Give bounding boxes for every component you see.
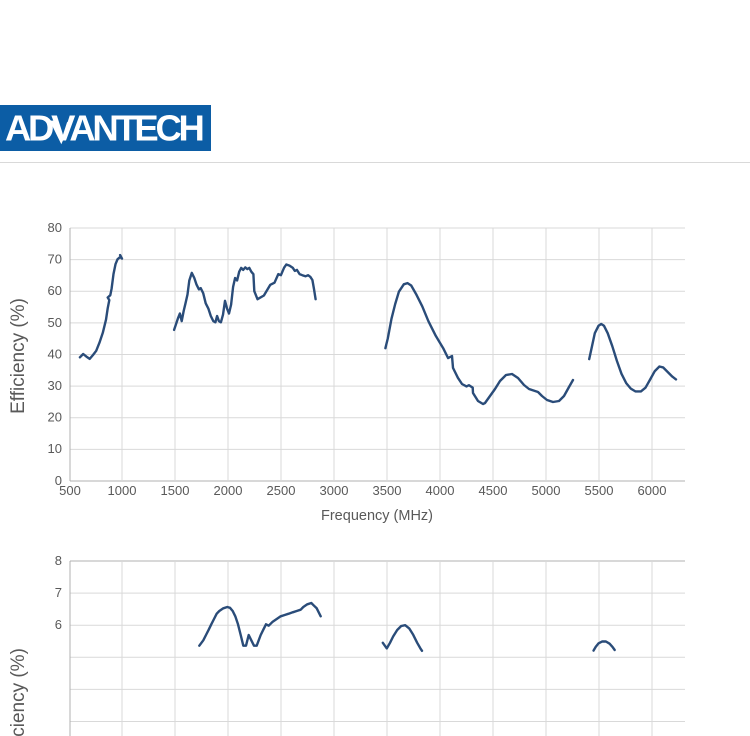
svg-text:6: 6 — [55, 617, 62, 632]
svg-text:2500: 2500 — [267, 483, 296, 498]
svg-text:50: 50 — [48, 315, 62, 330]
svg-text:10: 10 — [48, 441, 62, 456]
svg-text:6000: 6000 — [638, 483, 667, 498]
svg-text:Frequency (MHz): Frequency (MHz) — [321, 508, 433, 524]
svg-text:Efficiency (%): Efficiency (%) — [8, 298, 29, 414]
svg-text:500: 500 — [59, 483, 81, 498]
svg-text:ADVANTECH: ADVANTECH — [5, 107, 202, 148]
svg-text:1000: 1000 — [108, 483, 137, 498]
svg-text:80: 80 — [48, 220, 62, 235]
svg-text:2000: 2000 — [214, 483, 243, 498]
svg-text:Efficiency (%): Efficiency (%) — [8, 648, 29, 736]
svg-text:4000: 4000 — [426, 483, 455, 498]
svg-text:30: 30 — [48, 378, 62, 393]
svg-text:8: 8 — [55, 553, 62, 568]
svg-text:1500: 1500 — [161, 483, 190, 498]
svg-text:5500: 5500 — [585, 483, 614, 498]
svg-text:3500: 3500 — [373, 483, 402, 498]
svg-text:40: 40 — [48, 347, 62, 362]
svg-text:60: 60 — [48, 283, 62, 298]
svg-text:7: 7 — [55, 585, 62, 600]
svg-text:4500: 4500 — [479, 483, 508, 498]
svg-text:5000: 5000 — [532, 483, 561, 498]
svg-text:20: 20 — [48, 410, 62, 425]
svg-text:70: 70 — [48, 252, 62, 267]
svg-text:3000: 3000 — [320, 483, 349, 498]
